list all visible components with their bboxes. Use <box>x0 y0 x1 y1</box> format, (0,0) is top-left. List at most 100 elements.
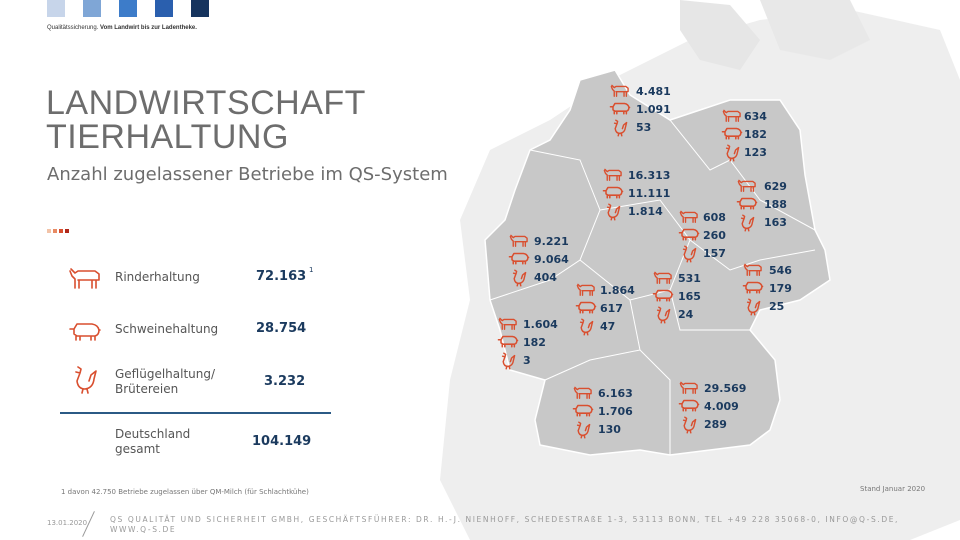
region-west-pig-value: 9.064 <box>534 253 569 266</box>
region-northwest-chicken-value: 1.814 <box>628 205 663 218</box>
region-northwest-pig-value: 11.111 <box>628 187 671 200</box>
pig-icon <box>678 227 700 241</box>
region-center-north-cow-value: 608 <box>703 211 726 224</box>
cow-icon <box>497 316 519 331</box>
legend-label-cattle: Rinderhaltung <box>115 270 200 284</box>
chicken-icon <box>575 421 591 439</box>
region-hesse-pig-value: 617 <box>600 302 623 315</box>
region-bavaria-pig-value: 4.009 <box>704 400 739 413</box>
region-west-cow-value: 9.221 <box>534 235 569 248</box>
cow-icon <box>508 233 530 248</box>
region-center-chicken-value: 24 <box>678 308 694 321</box>
cow-icon <box>652 270 674 285</box>
region-baden-chicken-value: 130 <box>598 423 621 436</box>
region-northwest-cow-value: 16.313 <box>628 169 671 182</box>
pig-icon <box>602 185 624 199</box>
brand-square-1 <box>47 0 65 17</box>
chicken-icon <box>612 119 628 137</box>
cow-icon <box>575 282 597 297</box>
region-hesse-chicken-value: 47 <box>600 320 616 333</box>
region-northeast-chicken-value: 123 <box>744 146 767 159</box>
region-southwest-pig-value: 182 <box>523 336 546 349</box>
region-center-cow-value: 531 <box>678 272 701 285</box>
pig-icon <box>572 403 594 417</box>
cow-icon <box>68 265 102 291</box>
chicken-icon <box>739 214 755 232</box>
pig-icon <box>652 288 674 302</box>
region-northeast-cow-value: 634 <box>744 110 767 123</box>
region-center-pig-value: 165 <box>678 290 701 303</box>
cow-icon <box>742 262 764 277</box>
chicken-icon <box>655 306 671 324</box>
region-east-pig-value: 188 <box>764 198 787 211</box>
region-west-chicken-value: 404 <box>534 271 557 284</box>
region-hesse-cow-value: 1.864 <box>600 284 635 297</box>
legend-value-poultry: 3.232 <box>264 374 306 389</box>
legend-label-pigs: Schweinehaltung <box>115 322 219 336</box>
chicken-icon <box>511 269 527 287</box>
chicken-icon <box>72 365 98 395</box>
region-center-north-pig-value: 260 <box>703 229 726 242</box>
total-value: 104.149 <box>252 434 312 449</box>
chicken-icon <box>724 144 740 162</box>
pig-icon <box>736 196 758 210</box>
chicken-icon <box>578 318 594 336</box>
region-north-pig-value: 1.091 <box>636 103 671 116</box>
cow-icon <box>572 385 594 400</box>
footnote: 1 davon 42.750 Betriebe zugelassen über … <box>61 488 309 496</box>
brand-square-2 <box>83 0 101 17</box>
pig-icon <box>609 101 631 115</box>
cow-icon <box>736 178 758 193</box>
chicken-icon <box>681 245 697 263</box>
region-baden-pig-value: 1.706 <box>598 405 633 418</box>
pig-icon <box>508 251 530 265</box>
region-southeast-saxony-pig-value: 179 <box>769 282 792 295</box>
brand-square-3 <box>119 0 137 17</box>
chicken-icon <box>605 203 621 221</box>
region-baden-cow-value: 6.163 <box>598 387 633 400</box>
brand-square-5 <box>191 0 209 17</box>
region-center-north-chicken-value: 157 <box>703 247 726 260</box>
chicken-icon <box>681 416 697 434</box>
legend-value-cattle: 72.163 <box>256 269 307 284</box>
footnote-mark: 1 <box>309 266 314 274</box>
region-east-cow-value: 629 <box>764 180 787 193</box>
cow-icon <box>602 167 624 182</box>
cow-icon <box>721 108 743 123</box>
region-northeast-pig-value: 182 <box>744 128 767 141</box>
germany-shape <box>484 69 831 456</box>
page-subtitle: Anzahl zugelassener Betriebe im QS-Syste… <box>47 164 448 185</box>
legend-value-pigs: 28.754 <box>256 321 307 336</box>
tagline: Qualitätssicherung. Vom Landwirt bis zur… <box>47 25 197 31</box>
page-title: LANDWIRTSCHAFT TIERHALTUNG <box>46 84 366 156</box>
region-bavaria-chicken-value: 289 <box>704 418 727 431</box>
region-north-cow-value: 4.481 <box>636 85 671 98</box>
footer-date: 13.01.2020 <box>47 519 88 527</box>
footer-text: QS QUALITÄT UND SICHERHEIT GMBH, GESCHÄF… <box>110 515 900 534</box>
accent-dots <box>47 218 71 237</box>
total-label: Deutschland gesamt <box>115 427 191 456</box>
region-east-chicken-value: 163 <box>764 216 787 229</box>
divider <box>60 412 331 414</box>
region-southwest-cow-value: 1.604 <box>523 318 558 331</box>
cow-icon <box>678 209 700 224</box>
pig-icon <box>68 320 102 342</box>
legend-label-poultry: Geflügelhaltung/ Brütereien <box>115 367 216 396</box>
stand-date: Stand Januar 2020 <box>860 485 926 493</box>
region-bavaria-cow-value: 29.569 <box>704 382 747 395</box>
cow-icon <box>678 380 700 395</box>
pig-icon <box>497 334 519 348</box>
pig-icon <box>742 280 764 294</box>
region-southeast-saxony-cow-value: 546 <box>769 264 792 277</box>
region-southeast-saxony-chicken-value: 25 <box>769 300 785 313</box>
brand-square-4 <box>155 0 173 17</box>
germany-map <box>440 0 960 540</box>
chicken-icon <box>500 352 516 370</box>
pig-icon <box>678 398 700 412</box>
chicken-icon <box>745 298 761 316</box>
cow-icon <box>609 83 631 98</box>
pig-icon <box>721 126 743 140</box>
region-southwest-chicken-value: 3 <box>523 354 531 367</box>
pig-icon <box>575 300 597 314</box>
region-north-chicken-value: 53 <box>636 121 652 134</box>
